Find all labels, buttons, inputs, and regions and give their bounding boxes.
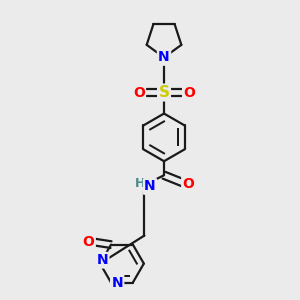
Text: O: O (183, 85, 195, 100)
Text: H: H (135, 177, 146, 190)
Text: N: N (158, 50, 170, 64)
Text: S: S (158, 85, 169, 100)
Text: O: O (182, 177, 194, 191)
Text: N: N (111, 275, 123, 290)
Text: N: N (97, 253, 108, 267)
Text: O: O (133, 85, 145, 100)
Text: N: N (144, 179, 156, 194)
Text: O: O (82, 235, 94, 249)
